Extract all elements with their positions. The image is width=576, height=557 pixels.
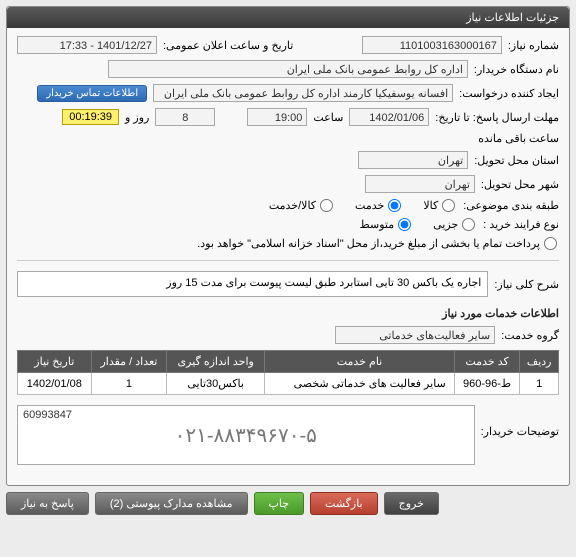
panel-title: جزئیات اطلاعات نیاز — [7, 7, 569, 28]
general-desc-value: اجاره یک باکس 30 تایی استابرد طبق لیست پ… — [17, 271, 488, 297]
label-remaining: ساعت باقی مانده — [478, 132, 559, 145]
panel-body: شماره نیاز: 1101003163000167 تاریخ و ساع… — [7, 28, 569, 485]
label-category: طبقه بندی موضوعی: — [463, 199, 559, 212]
label-deadline: مهلت ارسال پاسخ: تا تاریخ: — [435, 111, 559, 124]
label-cat-both: کالا/خدمت — [269, 199, 316, 212]
th-code: کد خدمت — [454, 351, 520, 373]
city-value: تهران — [365, 175, 475, 193]
back-button[interactable]: بازگشت — [310, 492, 378, 515]
table-row: 1 ط-96-960 سایر فعالیت های خدماتی شخصی ب… — [18, 373, 559, 395]
label-hour: ساعت — [313, 111, 343, 124]
label-need-no: شماره نیاز: — [508, 39, 559, 52]
radio-both[interactable] — [320, 199, 333, 212]
label-city: شهر محل تحویل: — [481, 178, 559, 191]
cell-code: ط-96-960 — [454, 373, 520, 395]
cell-unit: باکس30تایی — [167, 373, 265, 395]
label-general-desc: شرح کلی نیاز: — [494, 278, 559, 291]
details-panel: جزئیات اطلاعات نیاز شماره نیاز: 11010031… — [6, 6, 570, 486]
radio-service[interactable] — [388, 199, 401, 212]
label-creator: ایجاد کننده درخواست: — [459, 87, 559, 100]
radio-pt-note[interactable] — [544, 237, 557, 250]
cell-qty: 1 — [91, 373, 167, 395]
label-day-and: روز و — [125, 111, 149, 124]
service-group-value: سایر فعالیت‌های خدماتی — [335, 326, 495, 344]
need-no-value: 1101003163000167 — [362, 36, 502, 54]
creator-value: افسانه یوسفیکیا کارمند اداره کل روابط عم… — [153, 84, 453, 102]
buyer-notes-box: ۰۲۱-۸۸۳۴۹۶۷۰-۵ — [17, 405, 475, 465]
th-name: نام خدمت — [265, 351, 455, 373]
deadline-date: 1402/01/06 — [349, 108, 429, 126]
label-pt-medium: متوسط — [360, 218, 395, 231]
cell-name: سایر فعالیت های خدماتی شخصی — [265, 373, 455, 395]
announce-value: 1401/12/27 - 17:33 — [17, 36, 157, 54]
separator — [17, 260, 559, 261]
label-cat-goods: کالا — [423, 199, 438, 212]
label-cat-service: خدمت — [355, 199, 384, 212]
label-buyer-org: نام دستگاه خریدار: — [474, 63, 559, 76]
label-announce: تاریخ و ساعت اعلان عمومی: — [163, 39, 293, 52]
cell-date: 1402/01/08 — [18, 373, 92, 395]
print-button[interactable]: چاپ — [254, 492, 305, 515]
label-buyer-notes: توضیحات خریدار: — [481, 405, 559, 438]
cell-row: 1 — [520, 373, 559, 395]
remain-days: 8 — [155, 108, 215, 126]
services-info-title: اطلاعات خدمات مورد نیاز — [17, 307, 559, 320]
label-pt-minor: جزیی — [433, 218, 458, 231]
label-purchase-type: نوع فرایند خرید : — [483, 218, 559, 231]
exit-button[interactable]: خروج — [384, 492, 439, 515]
respond-button[interactable]: پاسخ به نیاز — [6, 492, 89, 515]
table-header-row: ردیف کد خدمت نام خدمت واحد اندازه گیری ت… — [18, 351, 559, 373]
radio-goods[interactable] — [442, 199, 455, 212]
buyer-phone-small: 60993847 — [23, 409, 72, 421]
th-date: تاریخ نیاز — [18, 351, 92, 373]
radio-medium[interactable] — [398, 218, 411, 231]
contact-info-button[interactable]: اطلاعات تماس خریدار — [37, 85, 147, 102]
attachments-button[interactable]: مشاهده مدارک پیوستی (2) — [95, 492, 248, 515]
remain-clock: 00:19:39 — [62, 109, 119, 125]
label-pt-note: پرداخت تمام یا بخشی از مبلغ خرید،از محل … — [197, 237, 540, 250]
deadline-time: 19:00 — [247, 108, 307, 126]
radio-minor[interactable] — [462, 218, 475, 231]
buyer-org-value: اداره کل روابط عمومی بانک ملی ایران — [108, 60, 468, 78]
th-unit: واحد اندازه گیری — [167, 351, 265, 373]
label-province: استان محل تحویل: — [474, 154, 559, 167]
label-service-group: گروه خدمت: — [501, 329, 559, 342]
th-qty: تعداد / مقدار — [91, 351, 167, 373]
th-row: ردیف — [520, 351, 559, 373]
footer-bar: پاسخ به نیاز مشاهده مدارک پیوستی (2) چاپ… — [6, 492, 570, 515]
province-value: تهران — [358, 151, 468, 169]
services-table: ردیف کد خدمت نام خدمت واحد اندازه گیری ت… — [17, 350, 559, 395]
